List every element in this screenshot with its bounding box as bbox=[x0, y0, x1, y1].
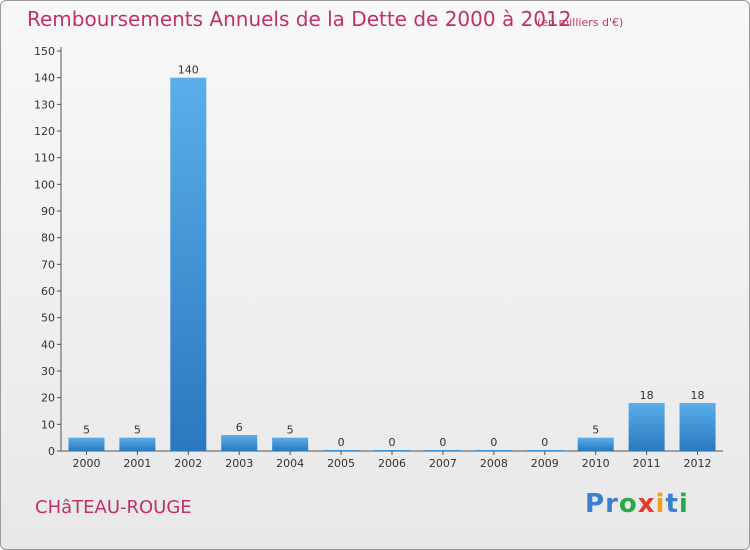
x-tick-label: 2006 bbox=[378, 457, 406, 470]
x-tick-label: 2005 bbox=[327, 457, 355, 470]
y-tick-label: 90 bbox=[41, 205, 55, 218]
y-tick-label: 60 bbox=[41, 285, 55, 298]
logo-letter: t bbox=[665, 489, 679, 519]
bar bbox=[526, 450, 563, 451]
y-tick-label: 40 bbox=[41, 338, 55, 351]
x-tick-label: 2009 bbox=[531, 457, 559, 470]
bar-value-label: 140 bbox=[178, 64, 199, 77]
x-tick-label: 2000 bbox=[72, 457, 100, 470]
y-tick-label: 80 bbox=[41, 232, 55, 245]
logo-letter: x bbox=[637, 489, 656, 519]
bar-value-label: 0 bbox=[541, 436, 548, 449]
y-tick-label: 150 bbox=[34, 45, 55, 58]
bar-value-label: 0 bbox=[389, 436, 396, 449]
y-tick-label: 130 bbox=[34, 98, 55, 111]
bar-value-label: 18 bbox=[640, 389, 654, 402]
bar-value-label: 6 bbox=[236, 421, 243, 434]
x-tick-label: 2008 bbox=[480, 457, 508, 470]
y-tick-label: 0 bbox=[48, 445, 55, 458]
bar-value-label: 0 bbox=[338, 436, 345, 449]
x-tick-label: 2001 bbox=[123, 457, 151, 470]
logo-letter: o bbox=[618, 489, 638, 519]
x-tick-label: 2012 bbox=[684, 457, 712, 470]
bar-value-label: 5 bbox=[83, 424, 90, 437]
bar bbox=[221, 435, 258, 451]
bar bbox=[119, 437, 156, 451]
x-tick-label: 2002 bbox=[174, 457, 202, 470]
bar bbox=[323, 450, 360, 451]
logo-letter: P bbox=[585, 489, 606, 519]
bar bbox=[577, 437, 614, 451]
bar bbox=[374, 450, 410, 451]
y-tick-label: 140 bbox=[34, 72, 55, 85]
x-tick-label: 2007 bbox=[429, 457, 457, 470]
bar-value-label: 0 bbox=[439, 436, 446, 449]
y-tick-label: 10 bbox=[41, 418, 55, 431]
y-tick-label: 20 bbox=[41, 392, 55, 405]
bar bbox=[272, 437, 309, 451]
bar bbox=[68, 437, 105, 451]
bar-value-label: 18 bbox=[691, 389, 705, 402]
bar-value-label: 5 bbox=[592, 424, 599, 437]
y-tick-label: 120 bbox=[34, 125, 55, 138]
bar-value-label: 0 bbox=[490, 436, 497, 449]
y-tick-label: 30 bbox=[41, 365, 55, 378]
bar bbox=[424, 450, 461, 451]
y-tick-label: 100 bbox=[34, 178, 55, 191]
logo-letter: r bbox=[605, 489, 619, 519]
place-name: CHâTEAU-ROUGE bbox=[35, 497, 192, 518]
bar-value-label: 5 bbox=[287, 424, 294, 437]
bar bbox=[475, 450, 512, 451]
y-tick-label: 110 bbox=[34, 152, 55, 165]
logo-letter: i bbox=[678, 489, 689, 519]
bar bbox=[628, 403, 665, 451]
logo-letter: i bbox=[655, 489, 666, 519]
x-tick-label: 2011 bbox=[633, 457, 661, 470]
x-tick-label: 2003 bbox=[225, 457, 253, 470]
y-tick-label: 50 bbox=[41, 312, 55, 325]
chart-subtitle: (en milliers d'€) bbox=[537, 16, 624, 29]
x-tick-label: 2010 bbox=[582, 457, 610, 470]
y-tick-label: 70 bbox=[41, 258, 55, 271]
bar bbox=[170, 77, 207, 452]
bar bbox=[679, 403, 716, 451]
chart-title: Remboursements Annuels de la Dette de 20… bbox=[27, 7, 572, 31]
x-tick-label: 2004 bbox=[276, 457, 304, 470]
bar-value-label: 5 bbox=[134, 424, 141, 437]
proxiti-logo: Proxiti bbox=[585, 489, 689, 519]
